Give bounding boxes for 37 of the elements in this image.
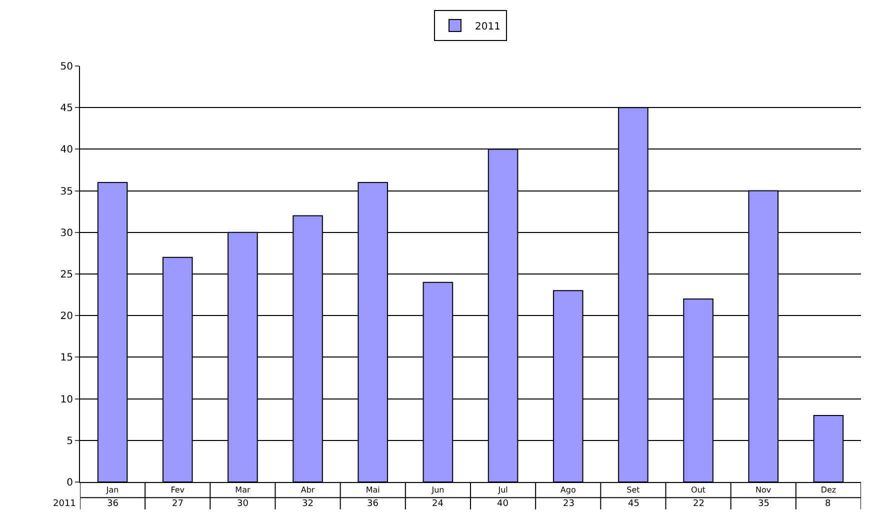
- data-label: 22: [693, 499, 704, 509]
- data-label: 27: [172, 499, 184, 509]
- y-tick-label: 25: [60, 270, 73, 280]
- data-label: 23: [563, 499, 574, 509]
- y-tick-label: 15: [60, 352, 73, 364]
- data-label: 36: [367, 499, 379, 509]
- data-label: 45: [628, 499, 640, 509]
- x-tick-label: Ago: [560, 486, 576, 495]
- data-label: 8: [825, 499, 831, 509]
- y-tick-label: 40: [60, 144, 73, 156]
- data-label: 40: [497, 499, 509, 509]
- text: 2011: [53, 499, 76, 509]
- x-tick-label: Jul: [497, 486, 508, 495]
- y-tick-label: 45: [60, 103, 73, 114]
- data-label: 30: [237, 499, 249, 509]
- x-tick-label: Fev: [170, 486, 185, 495]
- x-tick-label: Mai: [366, 486, 380, 495]
- y-tick-label: 10: [60, 394, 73, 406]
- x-tick-label: Nov: [756, 486, 772, 495]
- x-tick-label: Out: [691, 486, 706, 495]
- x-tick-label: Dez: [820, 486, 836, 495]
- y-tick-label: 5: [66, 436, 73, 447]
- data-label: 24: [432, 499, 444, 509]
- data-label: 35: [758, 499, 770, 509]
- data-label: 32: [302, 499, 314, 509]
- y-tick-label: 0: [66, 478, 73, 488]
- x-tick-label: Jun: [430, 486, 444, 495]
- x-tick-label: Abr: [300, 486, 316, 495]
- y-tick-label: 50: [60, 62, 73, 72]
- data-label: 36: [107, 499, 119, 509]
- y-tick-label: 35: [60, 186, 73, 198]
- y-tick-label: 30: [60, 228, 73, 239]
- x-tick-label: Set: [626, 486, 640, 495]
- x-tick-label: Mar: [235, 486, 251, 495]
- legend-label: 2011: [475, 21, 500, 32]
- y-tick-label: 20: [60, 311, 73, 322]
- x-tick-label: Jan: [105, 486, 119, 495]
